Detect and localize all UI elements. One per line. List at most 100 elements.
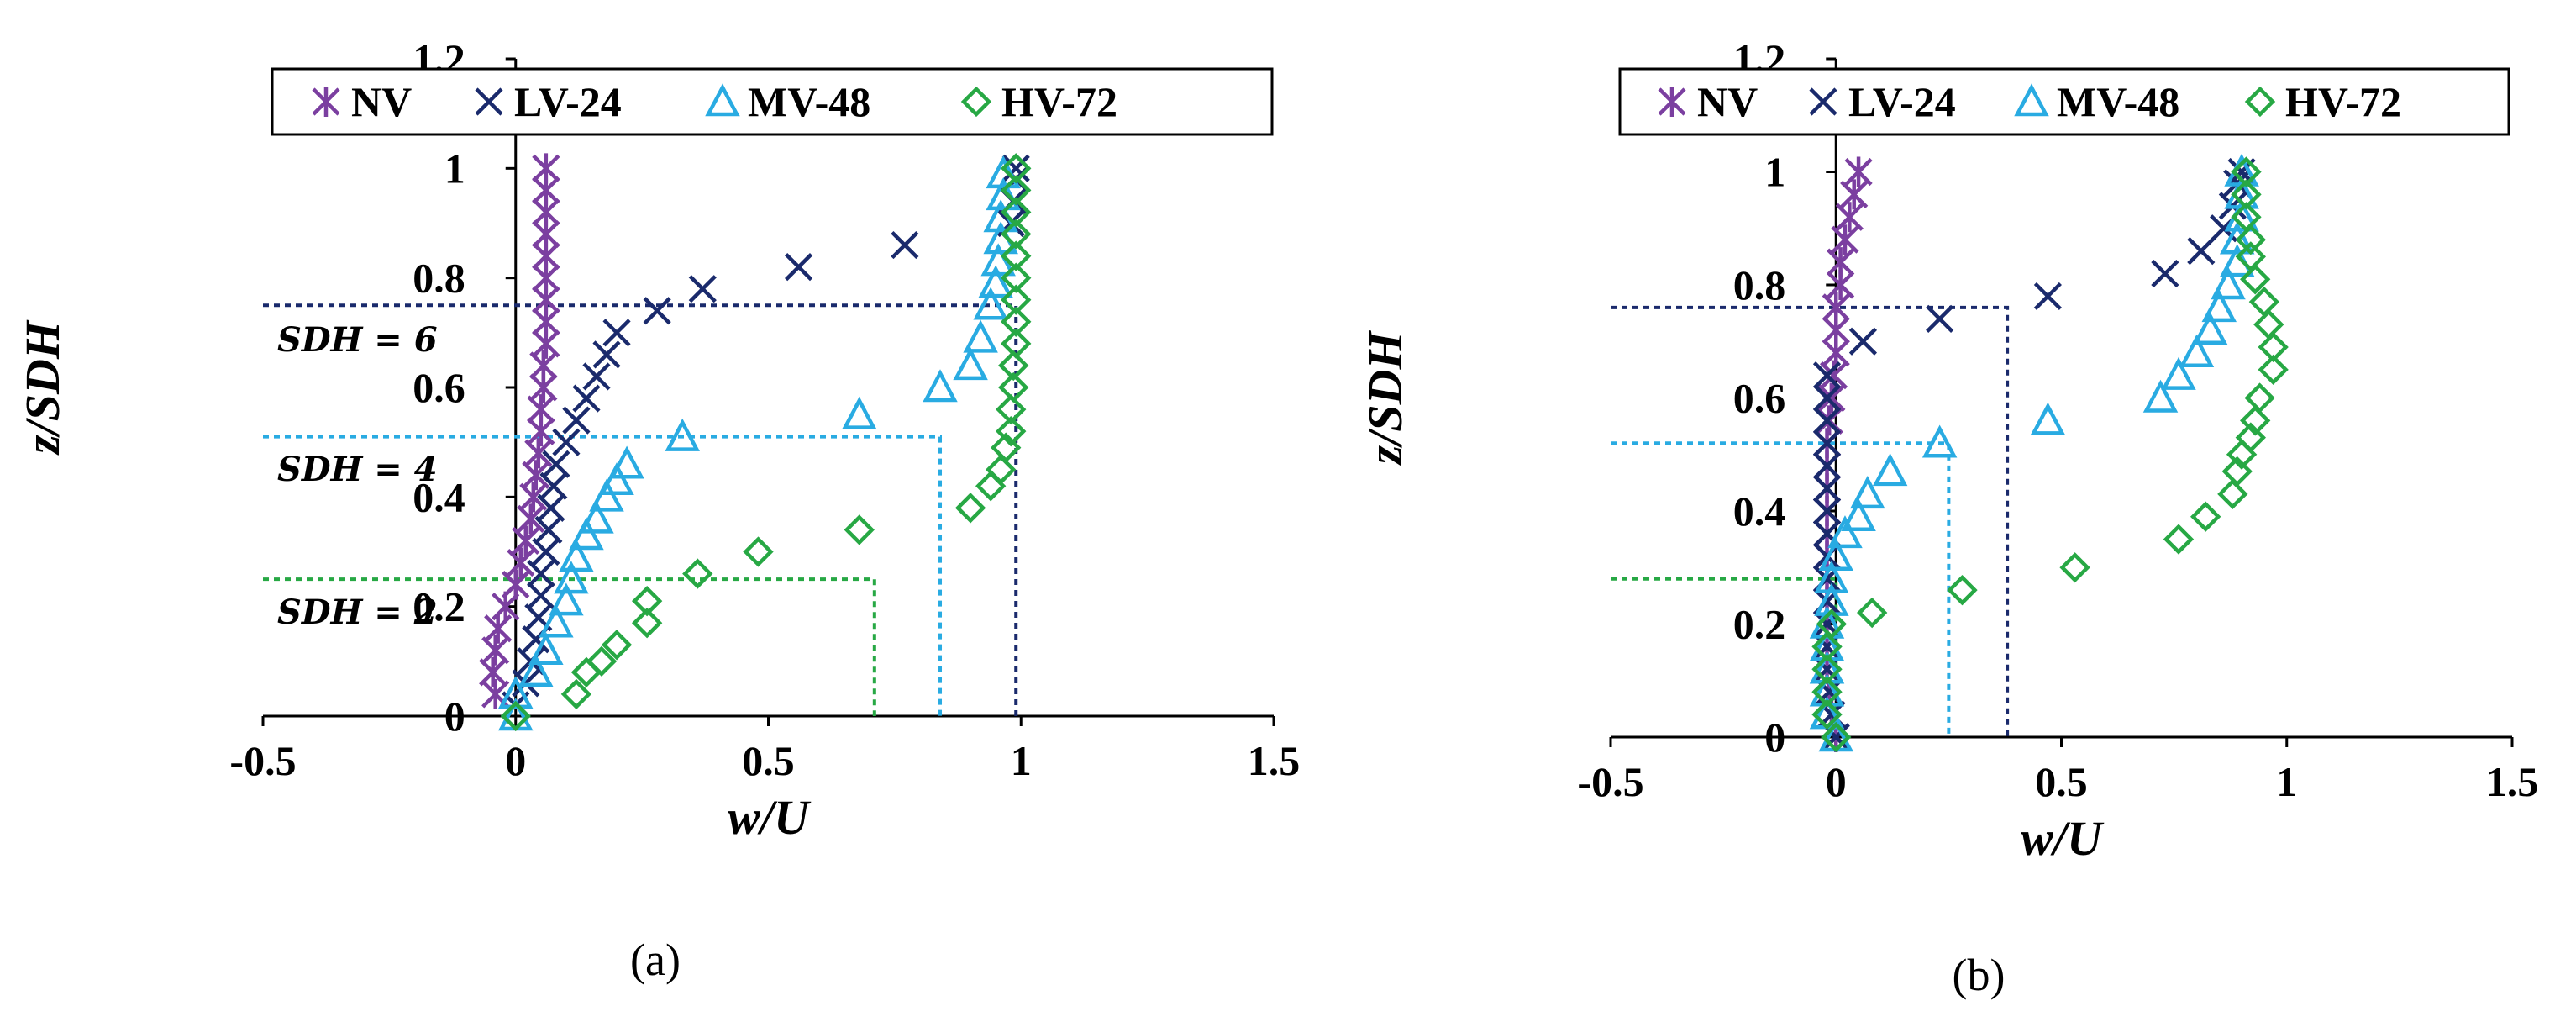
y-tick-label: 0 — [1764, 714, 1785, 761]
ref-line-mv-48 — [1611, 441, 1951, 737]
point-mv-48 — [599, 461, 634, 496]
point-hv-72 — [1001, 262, 1032, 293]
legend-marker-mv-48 — [705, 83, 740, 117]
point-hv-72 — [975, 471, 1007, 502]
point-nv — [1822, 292, 1850, 323]
point-hv-72 — [1001, 328, 1032, 360]
point-lv-24 — [1848, 327, 1878, 356]
point-lv-24 — [891, 230, 919, 260]
point-hv-72 — [954, 493, 986, 524]
point-nv — [1827, 247, 1855, 278]
point-hv-72 — [991, 432, 1022, 463]
ref-line-hv-72 — [263, 577, 876, 716]
point-mv-48 — [539, 604, 574, 638]
legend-box — [271, 67, 1274, 136]
point-nv — [512, 525, 540, 556]
point-hv-72 — [2248, 286, 2280, 318]
point-nv — [502, 569, 530, 600]
point-mv-48 — [498, 676, 534, 709]
point-hv-72 — [2235, 241, 2267, 272]
point-mv-48 — [842, 396, 877, 429]
point-hv-72 — [996, 393, 1027, 425]
point-mv-48 — [953, 347, 988, 381]
legend-label: LV-24 — [1848, 78, 1956, 125]
point-hv-72 — [1811, 654, 1843, 685]
point-hv-72 — [631, 585, 663, 617]
point-hv-72 — [1811, 677, 1843, 708]
point-mv-48 — [973, 287, 1008, 320]
panel-caption: (b) — [1953, 950, 2006, 1000]
point-lv-24 — [542, 450, 570, 478]
legend-marker-lv-24 — [475, 87, 503, 116]
legend-marker-hv-72 — [2244, 86, 2276, 118]
point-mv-48 — [609, 445, 644, 479]
x-tick-label: 1 — [2276, 758, 2297, 805]
y-tick-label: 0.4 — [413, 473, 465, 520]
point-nv — [532, 153, 560, 184]
point-hv-72 — [1001, 153, 1032, 184]
y-tick-label: 1 — [1764, 149, 1785, 196]
point-lv-24 — [1812, 429, 1842, 457]
x-axis-label: w/U — [2021, 811, 2105, 866]
point-hv-72 — [2244, 382, 2275, 414]
point-mv-48 — [1814, 560, 1849, 593]
ref-line-mv-48 — [263, 435, 943, 716]
point-mv-48 — [554, 561, 589, 594]
y-tick-label: 0.8 — [1733, 261, 1786, 308]
point-hv-72 — [1001, 306, 1032, 337]
point-mv-48 — [2192, 312, 2228, 345]
point-lv-24 — [1926, 304, 1954, 333]
x-tick-label: 1 — [1011, 737, 1032, 784]
point-mv-48 — [665, 418, 700, 451]
point-lv-24 — [1812, 497, 1842, 525]
point-mv-48 — [1818, 538, 1853, 572]
x-tick-label: 0.5 — [2035, 758, 2088, 805]
point-hv-72 — [1001, 219, 1032, 250]
point-lv-24 — [562, 406, 591, 435]
point-hv-72 — [1856, 597, 1888, 629]
point-lv-24 — [2187, 237, 2216, 266]
point-lv-24 — [2151, 259, 2179, 288]
point-nv — [1840, 179, 1869, 210]
legend-marker-lv-24 — [1809, 87, 1837, 116]
point-hv-72 — [2235, 422, 2267, 453]
point-hv-72 — [682, 558, 713, 589]
point-mv-48 — [2161, 356, 2196, 390]
legend-label: NV — [1697, 78, 1758, 125]
x-axis-label: w/U — [728, 790, 812, 845]
point-nv — [1819, 360, 1848, 391]
point-hv-72 — [1001, 175, 1032, 206]
point-hv-72 — [2163, 524, 2195, 555]
point-mv-48 — [589, 478, 624, 512]
point-lv-24 — [552, 428, 581, 456]
point-hv-72 — [500, 700, 531, 732]
legend-label: HV-72 — [2285, 78, 2401, 125]
point-hv-72 — [2221, 456, 2253, 487]
point-hv-72 — [1001, 197, 1032, 228]
y-tick-label: 0.6 — [413, 364, 465, 411]
annotation-label: SDH = 6 — [277, 320, 438, 360]
point-hv-72 — [2231, 156, 2262, 187]
point-mv-48 — [1850, 476, 1885, 509]
y-tick-label: 1 — [444, 145, 465, 192]
point-hv-72 — [2240, 264, 2271, 295]
y-tick-label: 0.4 — [1733, 487, 1786, 535]
y-tick-label: 0.2 — [1733, 601, 1786, 648]
point-hv-72 — [1811, 631, 1843, 662]
point-mv-48 — [2211, 266, 2246, 300]
point-lv-24 — [688, 275, 717, 303]
legend-marker-nv — [312, 87, 340, 117]
point-hv-72 — [2217, 478, 2248, 510]
point-lv-24 — [582, 362, 611, 391]
point-mv-48 — [1872, 453, 1908, 487]
y-tick-label: 0.2 — [413, 583, 465, 630]
y-axis-label: z/SDH — [1358, 330, 1412, 466]
point-lv-24 — [1812, 361, 1842, 390]
point-lv-24 — [1812, 383, 1842, 413]
x-tick-label: 0 — [1826, 758, 1847, 805]
point-hv-72 — [2258, 331, 2289, 363]
y-tick-label: 0 — [444, 693, 465, 740]
point-nv — [507, 547, 535, 578]
point-nv — [1817, 382, 1846, 414]
